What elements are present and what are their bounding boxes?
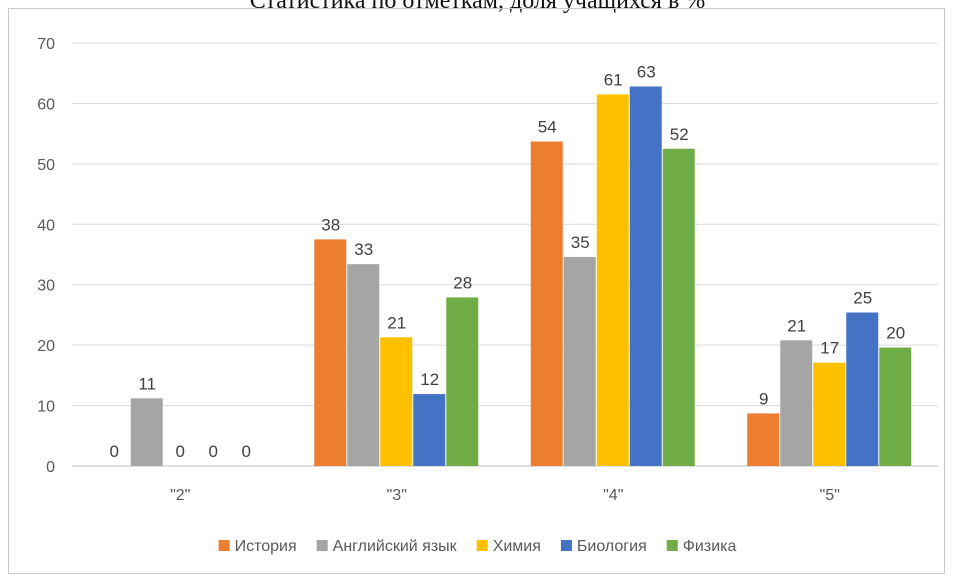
bar (314, 239, 347, 466)
legend-label: Английский язык (333, 538, 458, 555)
data-label: 9 (759, 389, 768, 408)
y-tick-label: 10 (37, 399, 55, 416)
data-label: 21 (787, 316, 806, 335)
bar (813, 362, 846, 466)
data-label: 35 (571, 233, 590, 252)
bar (747, 413, 780, 466)
data-label: 0 (110, 442, 119, 461)
bar (662, 148, 695, 466)
legend-item: Биология (560, 538, 647, 555)
data-label: 0 (209, 442, 218, 461)
data-label: 28 (453, 273, 472, 292)
bar (596, 94, 629, 466)
bar (380, 337, 413, 466)
bar (413, 394, 446, 466)
bar (879, 347, 912, 466)
x-tick-label: "2" (170, 487, 190, 504)
y-tick-label: 20 (37, 338, 55, 355)
y-tick-label: 30 (37, 278, 55, 295)
data-label: 61 (604, 70, 623, 89)
data-label: 33 (354, 240, 373, 259)
bar (347, 264, 380, 466)
bar (446, 297, 479, 466)
data-label: 52 (670, 125, 689, 144)
data-label: 12 (420, 370, 439, 389)
y-tick-label: 50 (37, 157, 55, 174)
legend-item: Английский язык (316, 538, 458, 555)
data-label: 25 (853, 289, 872, 308)
legend-item: Физика (666, 538, 737, 555)
legend-item: Химия (476, 538, 541, 555)
legend: История Английский язык Химия Биология Физик… (218, 538, 737, 555)
data-label: 0 (242, 442, 251, 461)
legend-swatch (666, 540, 678, 551)
y-tick-label: 70 (37, 36, 55, 53)
legend-swatch (560, 540, 572, 551)
legend-label: Химия (493, 538, 541, 555)
data-label: 63 (637, 63, 656, 82)
data-label: 38 (321, 215, 340, 234)
legend-swatch (316, 540, 328, 551)
bar (629, 86, 662, 466)
x-tick-label: "3" (387, 487, 407, 504)
y-tick-label: 60 (37, 96, 55, 113)
legend-swatch (218, 540, 230, 551)
legend-item: История (218, 538, 297, 555)
data-label: 20 (886, 324, 905, 343)
bar (530, 141, 563, 466)
bar (780, 340, 813, 466)
y-tick-label: 40 (37, 217, 55, 234)
data-label: 21 (387, 313, 406, 332)
data-label: 54 (538, 117, 557, 136)
legend-label: Биология (577, 538, 647, 555)
legend-label: Физика (683, 538, 737, 555)
x-tick-label: "4" (603, 487, 623, 504)
chart-area (8, 8, 945, 574)
bar (563, 256, 596, 466)
chart-title: Статистика по отметкам, доля учащихся в … (249, 0, 706, 14)
data-label: 0 (176, 442, 185, 461)
y-tick-label: 0 (46, 459, 55, 476)
legend-label: История (235, 538, 297, 555)
bar (846, 312, 879, 466)
data-label: 17 (820, 339, 839, 358)
bar (130, 398, 163, 466)
data-label: 11 (138, 374, 156, 393)
legend-swatch (476, 540, 488, 551)
x-tick-label: "5" (820, 487, 840, 504)
